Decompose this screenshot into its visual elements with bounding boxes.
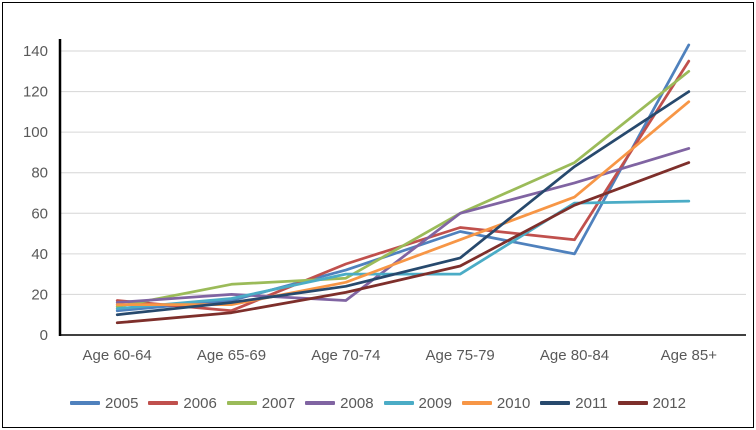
x-axis-category-label: Age 60-64 [83, 347, 152, 364]
legend-label: 2012 [652, 394, 686, 412]
series-line-2005 [115, 43, 691, 313]
y-axis-tick-label: 20 [31, 286, 48, 303]
legend-line-swatch [461, 401, 492, 405]
x-axis-category-label: Age 85+ [661, 347, 718, 364]
legend-item-2006: 2006 [148, 394, 217, 412]
y-axis-tick-label: 100 [23, 124, 48, 141]
legend-label: 2007 [261, 394, 296, 412]
series-line-2008 [115, 147, 691, 304]
series-line-2012 [115, 161, 691, 325]
series-line-2007 [115, 69, 691, 308]
x-axis-category-label: Age 65-69 [197, 347, 266, 364]
y-axis-tick-label: 0 [40, 327, 48, 344]
legend-item-2007: 2007 [226, 394, 296, 412]
series-line-2009 [115, 199, 691, 310]
legend: 2005 2006 2007 2008 2009 2010 2011 2012 [0, 389, 756, 417]
legend-item-2008: 2008 [305, 394, 374, 412]
legend-label: 2010 [496, 394, 531, 412]
series-line-2011 [115, 90, 691, 317]
legend-line-swatch [540, 401, 571, 405]
legend-label: 2005 [105, 394, 139, 412]
legend-label: 2006 [183, 394, 217, 412]
legend-line-swatch [617, 401, 648, 405]
legend-item-2009: 2009 [383, 394, 452, 412]
legend-line-swatch [226, 401, 257, 405]
y-axis-tick-label: 80 [31, 165, 48, 182]
y-axis-tick-label: 140 [23, 43, 48, 60]
y-axis-tick-label: 60 [31, 205, 48, 222]
y-axis-tick-label: 40 [31, 246, 48, 263]
legend-item-2005: 2005 [70, 396, 138, 411]
y-axis-tick-label: 120 [23, 84, 48, 101]
legend-label: 2009 [418, 394, 452, 412]
legend-line-swatch [148, 401, 179, 405]
legend-label: 2011 [575, 394, 608, 412]
x-axis-category-label: Age 80-84 [540, 347, 609, 364]
legend-item-2010: 2010 [461, 394, 531, 412]
x-axis-category-label: Age 75-79 [426, 347, 495, 364]
x-axis-category-label: Age 70-74 [311, 347, 380, 364]
legend-line-swatch [70, 401, 101, 405]
legend-label: 2008 [340, 394, 374, 412]
legend-item-2011: 2011 [540, 394, 608, 412]
legend-item-2012: 2012 [617, 394, 686, 412]
legend-line-swatch [383, 401, 414, 405]
legend-line-swatch [305, 401, 336, 405]
